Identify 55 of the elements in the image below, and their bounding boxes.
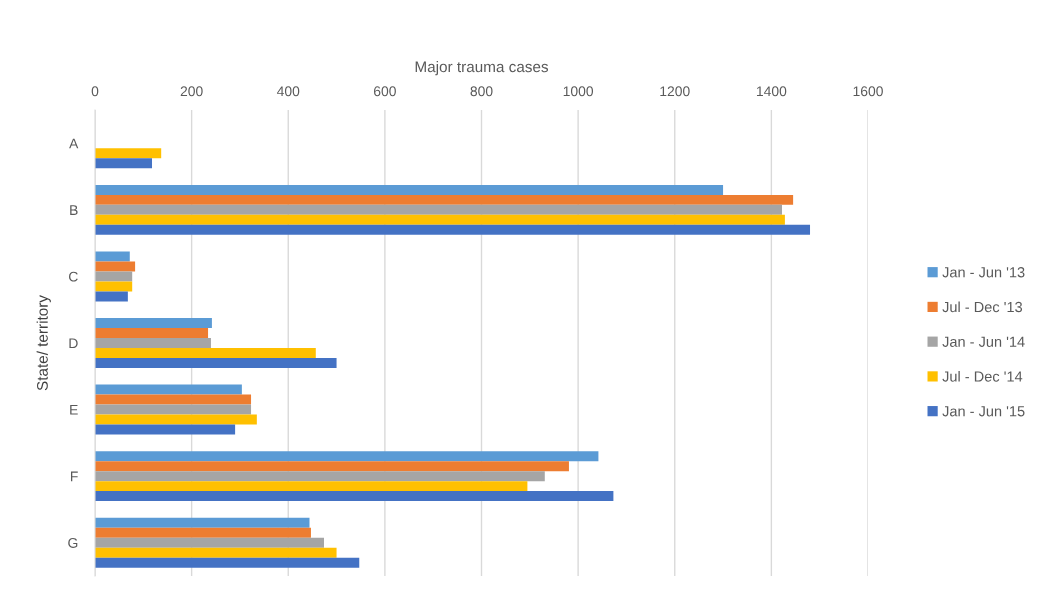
x-tick-label: 400 [276,86,300,97]
bar [95,517,310,528]
bar [95,491,614,502]
y-tick-label: A [69,138,79,149]
x-tick-label: 1000 [563,86,594,97]
bar [95,318,212,329]
bar [95,481,528,492]
bar [95,148,162,159]
y-tick-label: F [70,471,78,482]
bar [95,384,242,395]
bar [95,527,311,538]
bar [95,424,236,435]
bar [95,271,133,282]
x-tick-label: 1200 [660,86,690,97]
y-tick-label: B [70,205,78,215]
bar [95,281,133,292]
bar [95,537,324,548]
legend-label: Jan - Jun '15 [942,406,1025,417]
bar [95,547,337,558]
bar [95,184,724,195]
legend-label: Jan - Jun '14 [942,336,1025,347]
bar [95,461,569,472]
x-tick-label: 0 [91,86,99,97]
bar [95,158,153,169]
legend-label: Jul - Dec '14 [942,370,1023,382]
x-tick-label: 600 [373,86,396,97]
bar [95,194,794,205]
legend-label: Jan - Jun '13 [942,267,1025,278]
bar [95,404,252,415]
bar [95,291,128,302]
bar [95,214,785,225]
x-tick-label: 800 [470,86,493,97]
x-tick-label: 200 [180,86,203,97]
bar [95,471,545,482]
bar [95,414,257,425]
bar [95,204,782,215]
y-tick-label: C [69,271,78,282]
bar [95,357,337,368]
bar [95,251,130,262]
y-tick-label: E [70,405,78,415]
bar [95,451,599,462]
bar [95,338,211,348]
bar [95,328,209,339]
legend-label: Jul - Dec '13 [942,301,1023,313]
bar [95,347,316,358]
y-tick-label: G [68,538,78,548]
bar [95,261,136,272]
bar [95,224,811,235]
y-axis-title: State/ territory [36,295,51,391]
bar [95,557,360,568]
x-axis-title: Major trauma cases [415,60,549,76]
x-tick-label: 1400 [756,86,787,97]
y-tick-label: D [69,338,78,349]
x-tick-label: 1600 [853,86,883,97]
bar [95,394,252,405]
